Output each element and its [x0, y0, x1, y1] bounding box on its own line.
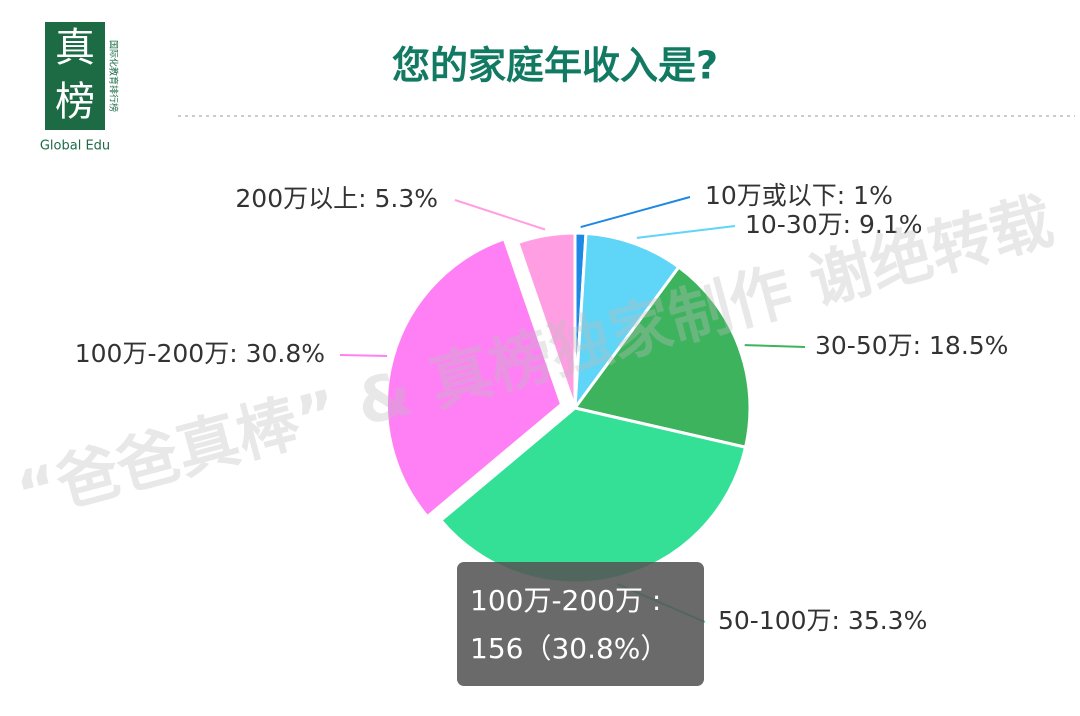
- logo-box: [45, 22, 105, 130]
- leader-line: [454, 199, 546, 231]
- slice-label: 100万-200万: 30.8%: [75, 339, 325, 368]
- tooltip-text: 100万-200万 :: [470, 584, 661, 617]
- logo-char: 真: [55, 25, 95, 71]
- pie: 10万或以下: 1%10-30万: 9.1% 30-50万: 18.5% 50-10…: [75, 181, 1009, 635]
- leader-line: [744, 344, 806, 348]
- slice-label: 10-30万: 9.1%: [745, 210, 923, 239]
- slice-label: 30-50万: 18.5%: [815, 331, 1008, 360]
- tooltip: 100万-200万 : 156（30.8%）: [457, 562, 704, 686]
- logo-tagline: 国际化教育排行榜: [108, 40, 120, 112]
- leader-line: [636, 225, 736, 239]
- logo-brand: Global Edu: [40, 139, 110, 154]
- pie-slice: [572, 264, 752, 450]
- slice-label: 10万或以下: 1%: [705, 181, 893, 210]
- logo-char: 榜: [55, 79, 95, 125]
- slice-label: 200万以上: 5.3%: [235, 184, 438, 213]
- tooltip-text: 156（30.8%）: [470, 632, 668, 665]
- pie-slice: [573, 231, 681, 413]
- chart-title: 您的家庭年收入是?: [392, 44, 718, 88]
- leader-line: [580, 196, 691, 229]
- slice-label: 50-100万: 35.3%: [718, 606, 927, 635]
- pie-slice: [515, 231, 577, 409]
- leader-line: [339, 354, 388, 357]
- pie-slice: [385, 236, 564, 519]
- tooltip-box: [457, 562, 704, 686]
